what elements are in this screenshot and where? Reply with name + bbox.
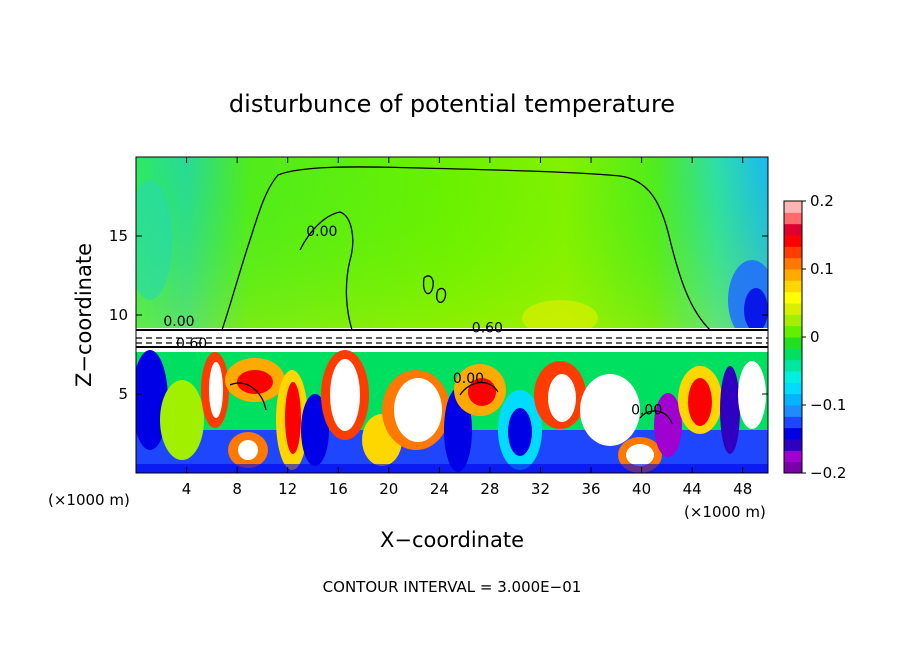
colorbar-swatch: [784, 416, 802, 429]
colorbar-swatch: [784, 325, 802, 338]
x-tick-label: 32: [531, 480, 550, 498]
y-axis-label: Z−coordinate: [72, 243, 96, 387]
colorbar-tick-label: 0: [810, 328, 820, 346]
colorbar-swatch: [784, 382, 802, 395]
contour-label: 0.00: [631, 403, 662, 419]
y-tick-label: 5: [118, 385, 128, 403]
colorbar-swatch: [784, 303, 802, 315]
colorbar-swatch: [784, 280, 802, 293]
x-unit-right: (×1000 m): [684, 503, 766, 521]
colorbar-swatch: [784, 461, 802, 474]
colorbar-swatch: [784, 348, 802, 361]
colorbar-swatch: [784, 405, 802, 417]
warm-patch: [522, 300, 598, 336]
x-tick-label: 24: [430, 480, 449, 498]
plot-area: [136, 157, 768, 473]
colorbar-swatch: [784, 212, 802, 225]
colorbar-tick-label: −0.2: [810, 464, 846, 482]
chart-title: disturbunce of potential temperature: [229, 90, 675, 118]
colorbar-swatch: [784, 393, 802, 406]
contour-label: 0.00: [453, 371, 484, 387]
colorbar-swatch: [784, 371, 802, 383]
colorbar-swatch: [784, 246, 802, 259]
x-axis-label: X−coordinate: [380, 528, 524, 552]
colorbar-swatch: [784, 314, 802, 327]
colorbar-swatch: [784, 201, 802, 213]
x-tick-label: 44: [683, 480, 702, 498]
colorbar-swatch: [784, 235, 802, 247]
x-tick-label: 28: [480, 480, 499, 498]
contour-labels: 0.00 0.00 0.60 0.60 0.00 0.00: [163, 224, 662, 419]
x-tick-label: 4: [182, 480, 192, 498]
colorbar-swatch: [784, 269, 802, 281]
colorbar: 0.2 0.1 0 −0.1 −0.2: [783, 192, 846, 482]
colorbar-swatch: [784, 450, 802, 463]
x-axis: 4 8 12 16 20 24 28 32 36 40 44 48: [182, 157, 752, 498]
contour-interval-note: CONTOUR INTERVAL = 3.000E−01: [323, 578, 582, 596]
colorbar-tick-label: −0.1: [810, 396, 846, 414]
colorbar-swatch: [784, 359, 802, 372]
contour-label: 0.60: [176, 336, 207, 352]
x-tick-label: 16: [329, 480, 348, 498]
y-axis: 5 10 15: [109, 227, 768, 403]
colorbar-tick-label: 0.1: [810, 260, 834, 278]
colorbar-swatch: [784, 337, 802, 349]
turbulent-layer: [136, 350, 768, 473]
x-tick-label: 40: [632, 480, 651, 498]
colorbar-swatch: [784, 439, 802, 451]
contour-lines: [136, 166, 768, 425]
x-unit-left: (×1000 m): [48, 491, 130, 509]
colorbar-swatch: [784, 257, 802, 270]
inversion-band: [136, 328, 768, 352]
contour-label: 0.00: [163, 314, 194, 330]
colorbar-swatch: [784, 291, 802, 304]
x-tick-label: 48: [733, 480, 752, 498]
colorbar-tick-label: 0.2: [810, 192, 834, 210]
x-tick-label: 8: [232, 480, 242, 498]
x-tick-label: 20: [379, 480, 398, 498]
colorbar-swatch: [784, 427, 802, 440]
cool-patch-right-inner: [744, 288, 768, 332]
cool-patch-left: [136, 180, 172, 300]
contour-label: 0.60: [472, 320, 503, 336]
x-tick-label: 12: [278, 480, 297, 498]
x-tick-label: 36: [581, 480, 600, 498]
y-tick-label: 15: [109, 227, 128, 245]
contour-label: 0.00: [306, 224, 337, 240]
colorbar-swatch: [784, 223, 802, 236]
upper-field-shade: [136, 157, 768, 335]
y-tick-label: 10: [109, 306, 128, 324]
